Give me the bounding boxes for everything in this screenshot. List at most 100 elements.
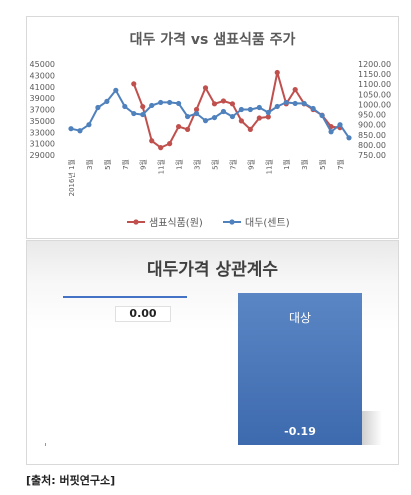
legend-marker-0	[133, 219, 139, 225]
left-tick-label: 43000	[30, 71, 55, 80]
x-tick-label: 5월	[210, 159, 219, 170]
series-1-point	[337, 122, 343, 128]
left-tick-label: 29000	[30, 151, 55, 160]
series-1-point	[104, 98, 110, 105]
series-1-point	[184, 113, 191, 120]
series-0-point	[256, 115, 262, 121]
x-tick-label: 2016년 1월	[67, 159, 76, 196]
series-1-point	[140, 111, 146, 118]
series-1-point	[247, 106, 253, 113]
series-1-point	[86, 122, 92, 128]
series-0-point	[238, 118, 244, 124]
series-0-point	[149, 138, 155, 144]
series-0-point	[176, 123, 182, 130]
x-tick-label: 3월	[300, 159, 309, 170]
right-tick-label: 750.00	[358, 151, 386, 160]
series-1-point	[283, 99, 289, 106]
series-0-point	[193, 106, 200, 113]
bar-daesang	[238, 293, 362, 445]
x-tick-label: 7월	[121, 159, 130, 170]
x-tick-label: 7월	[228, 159, 237, 170]
line-chart: 45000 43000 41000 39000 37000 35000 33000 31000…	[30, 60, 392, 229]
x-tick-label: 11월	[157, 159, 166, 174]
bar-category-label: 대상	[288, 311, 312, 325]
left-tick-label: 33000	[30, 128, 55, 137]
legend-label-1: 대두(센트)	[245, 217, 290, 229]
series-1-point	[292, 100, 298, 107]
left-tick-label: 31000	[30, 140, 55, 149]
correlation-title: 대두가격 상관계수	[146, 260, 279, 280]
series-1-point	[301, 100, 307, 107]
right-tick-label: 1100.00	[358, 80, 391, 89]
series-1-point	[265, 109, 271, 116]
x-tick-label: 9월	[139, 159, 148, 170]
source-note: [출처: 버핏연구소]	[26, 474, 116, 487]
series-1-point	[77, 128, 83, 134]
series-1-point	[113, 87, 119, 93]
series-0-point	[184, 126, 191, 133]
x-tick-label: 1월	[175, 159, 184, 170]
legend-label-0: 샘표식품(원)	[149, 217, 203, 229]
right-tick-label: 1200.00	[358, 60, 391, 69]
series-0-point	[202, 85, 209, 91]
left-tick-label: 45000	[30, 60, 55, 69]
series-1-point	[158, 99, 164, 106]
bar-shadow	[362, 411, 382, 445]
bar-value-label: -0.19	[284, 425, 316, 438]
series-1-point	[238, 106, 244, 113]
series-1-point	[131, 110, 137, 117]
series-1-point	[346, 135, 352, 141]
series-0-point	[274, 69, 280, 76]
x-tick-label: 9월	[246, 159, 255, 170]
series-1-point	[319, 112, 325, 119]
right-tick-label: 800.00	[358, 141, 386, 150]
right-tick-label: 900.00	[358, 121, 386, 130]
series-1-point	[176, 100, 182, 107]
series-1-point	[310, 105, 316, 112]
chart-title: 대두 가격 vs 샘표식품 주가	[129, 32, 296, 48]
series-1-point	[256, 104, 262, 111]
right-tick-label: 850.00	[358, 131, 386, 140]
series-0-point	[220, 98, 227, 104]
series-0-point	[265, 114, 271, 120]
left-tick-label: 41000	[30, 83, 55, 92]
series-0-point	[131, 81, 137, 87]
series-1-point	[149, 102, 155, 109]
right-tick-label: 1050.00	[358, 90, 391, 99]
right-tick-label: 950.00	[358, 111, 386, 120]
series-1-point	[328, 129, 334, 135]
series-1-point	[167, 99, 173, 106]
x-tick-label: 11월	[264, 159, 273, 174]
series-0-point	[229, 101, 236, 107]
series-1-point	[274, 103, 280, 110]
axis-tick	[45, 443, 46, 446]
series-1-point	[229, 113, 236, 120]
correlation-chart-panel: 대두가격 상관계수 0.00 대상 -0.19	[26, 240, 399, 465]
x-tick-label: 3월	[193, 159, 202, 170]
series-1-point	[68, 126, 74, 132]
x-tick-label: 5월	[318, 159, 327, 170]
series-0-point	[292, 86, 298, 93]
series-1-point	[202, 118, 209, 124]
right-tick-label: 1000.00	[358, 100, 391, 109]
series-0-point	[211, 101, 218, 107]
left-tick-label: 35000	[30, 117, 55, 126]
left-tick-label: 37000	[30, 106, 55, 115]
series-1-point	[211, 114, 218, 121]
series-0-point	[247, 126, 253, 133]
zero-value-label: 0.00	[115, 306, 171, 322]
series-1-point	[220, 108, 227, 115]
series-1-point	[122, 103, 128, 110]
zero-baseline	[63, 296, 187, 298]
series-1-point	[95, 104, 101, 111]
series-0-point	[167, 141, 173, 147]
x-tick-label: 3월	[85, 159, 94, 170]
x-tick-label: 7월	[336, 159, 345, 170]
series-1-point	[193, 110, 200, 117]
x-tick-label: 1월	[282, 159, 291, 170]
right-tick-label: 1150.00	[358, 70, 391, 79]
series-0-point	[140, 104, 146, 110]
price-chart-panel: 대두 가격 vs 샘표식품 주가 45000 43000 41000 39000 370…	[26, 16, 399, 239]
left-tick-label: 39000	[30, 94, 55, 103]
legend-marker-1	[229, 219, 235, 225]
